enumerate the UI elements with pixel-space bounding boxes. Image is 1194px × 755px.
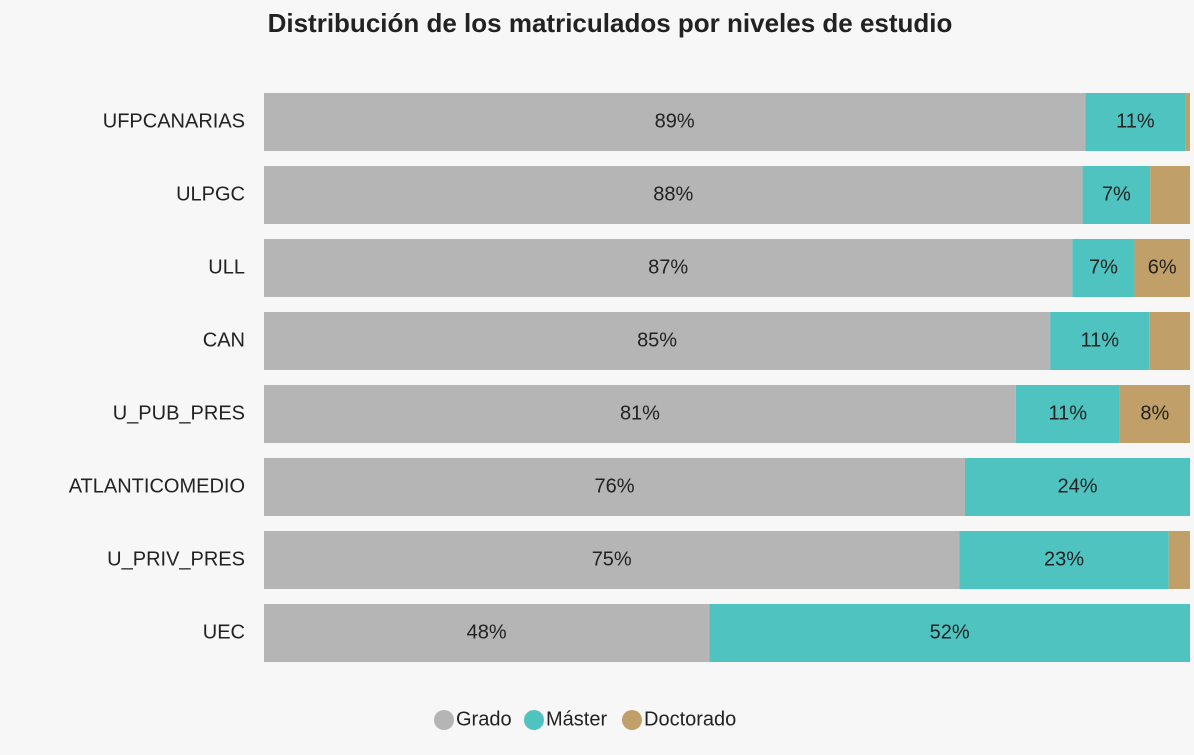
data-label: 11%	[1116, 110, 1155, 132]
data-label: 48%	[467, 621, 507, 643]
data-label: 85%	[637, 329, 677, 351]
data-label: 8%	[1140, 402, 1169, 424]
y-tick-label: ATLANTICOMEDIO	[69, 475, 245, 497]
bar-segment	[1149, 312, 1190, 370]
legend-label: Grado	[456, 708, 512, 730]
bar-segment	[1072, 239, 1135, 297]
bar-segment	[1085, 93, 1186, 151]
data-label: 89%	[655, 110, 695, 132]
chart-title: Distribución de los matriculados por niv…	[268, 8, 953, 38]
data-label: 88%	[653, 183, 693, 205]
data-label: 75%	[592, 548, 632, 570]
legend-swatch	[524, 710, 544, 730]
bar-segment	[1015, 385, 1120, 443]
y-tick-label: U_PUB_PRES	[113, 402, 245, 424]
y-tick-label: U_PRIV_PRES	[107, 548, 245, 570]
bar-segment	[264, 385, 1016, 443]
y-tick-label: CAN	[203, 329, 245, 351]
legend-swatch	[434, 710, 454, 730]
y-tick-label: ULPGC	[176, 183, 245, 205]
legend-label: Doctorado	[644, 708, 736, 730]
bar-segment	[1150, 166, 1190, 224]
bar-segment	[1185, 93, 1190, 151]
bar-segment	[264, 166, 1083, 224]
y-tick-label: UFPCANARIAS	[103, 110, 245, 132]
bar-segment	[264, 312, 1051, 370]
bar-segment	[264, 239, 1073, 297]
bar-segment	[1134, 239, 1190, 297]
bar-segment	[1168, 531, 1190, 589]
data-label: 11%	[1048, 402, 1087, 424]
data-label: 52%	[930, 621, 970, 643]
bar-segment	[264, 531, 960, 589]
data-label: 76%	[594, 475, 634, 497]
legend-swatch	[622, 710, 642, 730]
data-label: 24%	[1057, 475, 1097, 497]
bar-segment	[964, 458, 1190, 516]
bar-segment	[264, 458, 965, 516]
bar-segment	[709, 604, 1190, 662]
legend-label: Máster	[546, 708, 607, 730]
data-label: 7%	[1102, 183, 1131, 205]
data-label: 6%	[1148, 256, 1177, 278]
bar-segment	[1050, 312, 1150, 370]
data-label: 7%	[1089, 256, 1118, 278]
bar-segment	[264, 93, 1086, 151]
data-label: 87%	[648, 256, 688, 278]
bar-segment	[1082, 166, 1151, 224]
data-label: 23%	[1044, 548, 1084, 570]
data-label: 81%	[620, 402, 660, 424]
y-tick-label: ULL	[208, 256, 245, 278]
bar-segment	[264, 604, 710, 662]
bar-segment	[1119, 385, 1190, 443]
data-label: 11%	[1080, 329, 1119, 351]
y-tick-label: UEC	[203, 621, 245, 643]
bar-segment	[959, 531, 1169, 589]
